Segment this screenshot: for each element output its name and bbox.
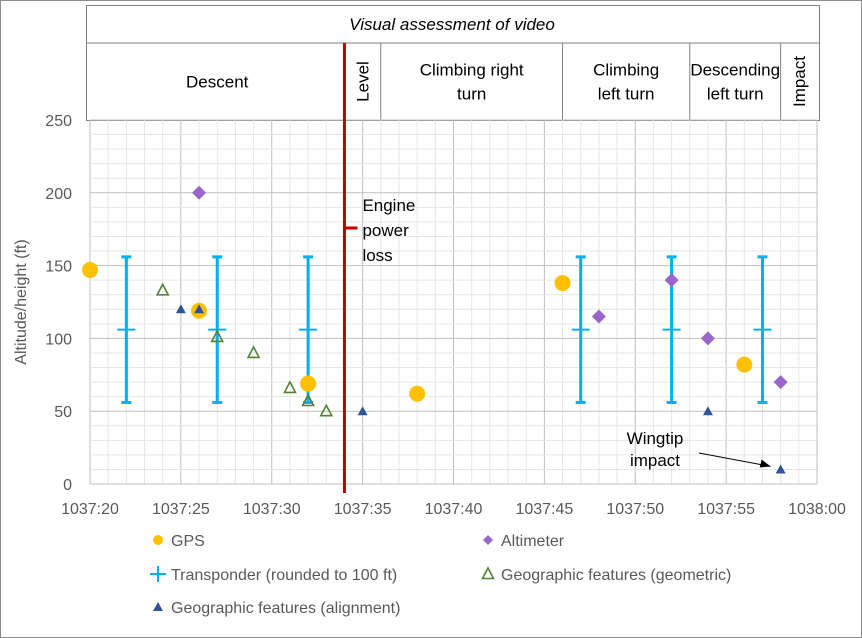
legend-item: Transponder (rounded to 100 ft) (150, 566, 397, 584)
altimeter-point (591, 309, 606, 324)
phase-header: Visual assessment of video Descent Level C… (86, 5, 820, 121)
y-tick-label: 250 (45, 113, 72, 130)
legend-item: GPS (153, 533, 205, 550)
x-tick-label: 1037:50 (606, 501, 664, 518)
geographic-features-alignment-point (194, 304, 205, 314)
geographic-features-geometric-point (301, 393, 315, 407)
x-tick-label: 1037:30 (243, 501, 301, 518)
chart-title: Visual assessment of video (349, 15, 555, 34)
geographic-features-geometric-point (246, 345, 261, 359)
altimeter-point (664, 273, 679, 288)
gridlines (89, 119, 818, 485)
y-tick-label: 100 (45, 331, 72, 348)
phase-label: Descent (186, 73, 249, 92)
legend-label: Geographic features (geometric) (501, 567, 731, 584)
gps-point (300, 375, 317, 392)
geographic-features-geometric-point (210, 329, 225, 343)
y-tick-label: 50 (54, 404, 72, 421)
engine-power-loss-label: Engine power loss (362, 196, 415, 265)
geographic-features-alignment-point (175, 304, 186, 314)
legend-item: Geographic features (geometric) (481, 566, 731, 584)
phase-label: Descending left turn (690, 61, 780, 104)
phase-label: Impact (790, 56, 809, 107)
data-marks (82, 185, 788, 474)
x-tick-label: 1037:55 (697, 501, 755, 518)
geographic-features-alignment-point (357, 406, 368, 416)
transponder-point (571, 255, 590, 404)
x-tick-label: 1037:40 (425, 501, 483, 518)
gps-point (554, 275, 571, 292)
transponder-point (753, 255, 772, 404)
phase-label: Climbing left turn (593, 61, 659, 104)
geographic-features-alignment-point (702, 406, 713, 416)
x-tick-label: 1037:35 (334, 501, 392, 518)
phase-label: Level (354, 61, 373, 102)
legend-label: Geographic features (alignment) (171, 600, 400, 617)
geographic-features-geometric-point (319, 403, 334, 417)
altimeter-point (192, 185, 207, 200)
legend: GPS Altimeter Transponder (rounded to 100 … (150, 533, 731, 617)
legend-marker (153, 602, 163, 611)
legend-marker (153, 535, 163, 545)
legend-label: GPS (171, 533, 205, 550)
y-tick-label: 0 (63, 477, 72, 494)
y-axis-label: Altitude/height (ft) (13, 239, 30, 364)
x-tick-label: 1038:00 (788, 501, 846, 518)
gps-point (409, 385, 426, 402)
x-axis-tick-labels: 1037:20 1037:25 1037:30 1037:35 1037:40 1037:… (61, 501, 846, 518)
legend-item: Altimeter (483, 533, 565, 550)
wingtip-impact-label: Wingtip impact (627, 429, 684, 470)
altimeter-point (773, 375, 788, 390)
geographic-features-geometric-point (155, 282, 170, 296)
legend-marker (483, 535, 493, 545)
legend-marker (150, 566, 166, 582)
legend-marker (481, 566, 495, 580)
legend-label: Altimeter (501, 533, 565, 550)
geographic-features-alignment-point (775, 464, 786, 474)
gps-point (82, 261, 98, 278)
transponder-point (117, 255, 136, 404)
event-lines: Engine power loss (342, 43, 415, 493)
y-axis-tick-labels: 0 50 100 150 200 250 (45, 113, 72, 494)
legend-label: Transponder (rounded to 100 ft) (171, 567, 397, 584)
x-tick-label: 1037:25 (152, 501, 210, 518)
phase-label: Climbing right turn (420, 61, 524, 104)
geographic-features-geometric-point (283, 380, 297, 394)
annotations: Wingtip impact (627, 429, 771, 470)
legend-item: Geographic features (alignment) (153, 600, 400, 617)
wingtip-arrowhead (759, 459, 771, 468)
altimeter-point (700, 331, 715, 346)
x-tick-label: 1037:20 (61, 501, 119, 518)
y-tick-label: 150 (45, 259, 72, 276)
x-tick-label: 1037:45 (515, 501, 573, 518)
wingtip-arrow (698, 452, 771, 467)
gps-point (736, 356, 753, 373)
y-tick-label: 200 (45, 186, 72, 203)
